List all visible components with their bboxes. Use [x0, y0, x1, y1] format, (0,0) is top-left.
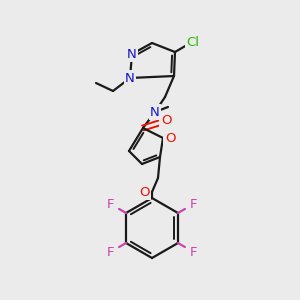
Text: N: N [127, 47, 137, 61]
Text: N: N [150, 106, 160, 118]
Text: F: F [107, 245, 114, 259]
Text: F: F [190, 245, 197, 259]
Text: O: O [165, 131, 175, 145]
Text: F: F [190, 197, 197, 211]
Text: Cl: Cl [187, 35, 200, 49]
Text: O: O [161, 115, 171, 128]
Text: F: F [107, 197, 114, 211]
Text: N: N [125, 71, 135, 85]
Text: O: O [139, 185, 149, 199]
